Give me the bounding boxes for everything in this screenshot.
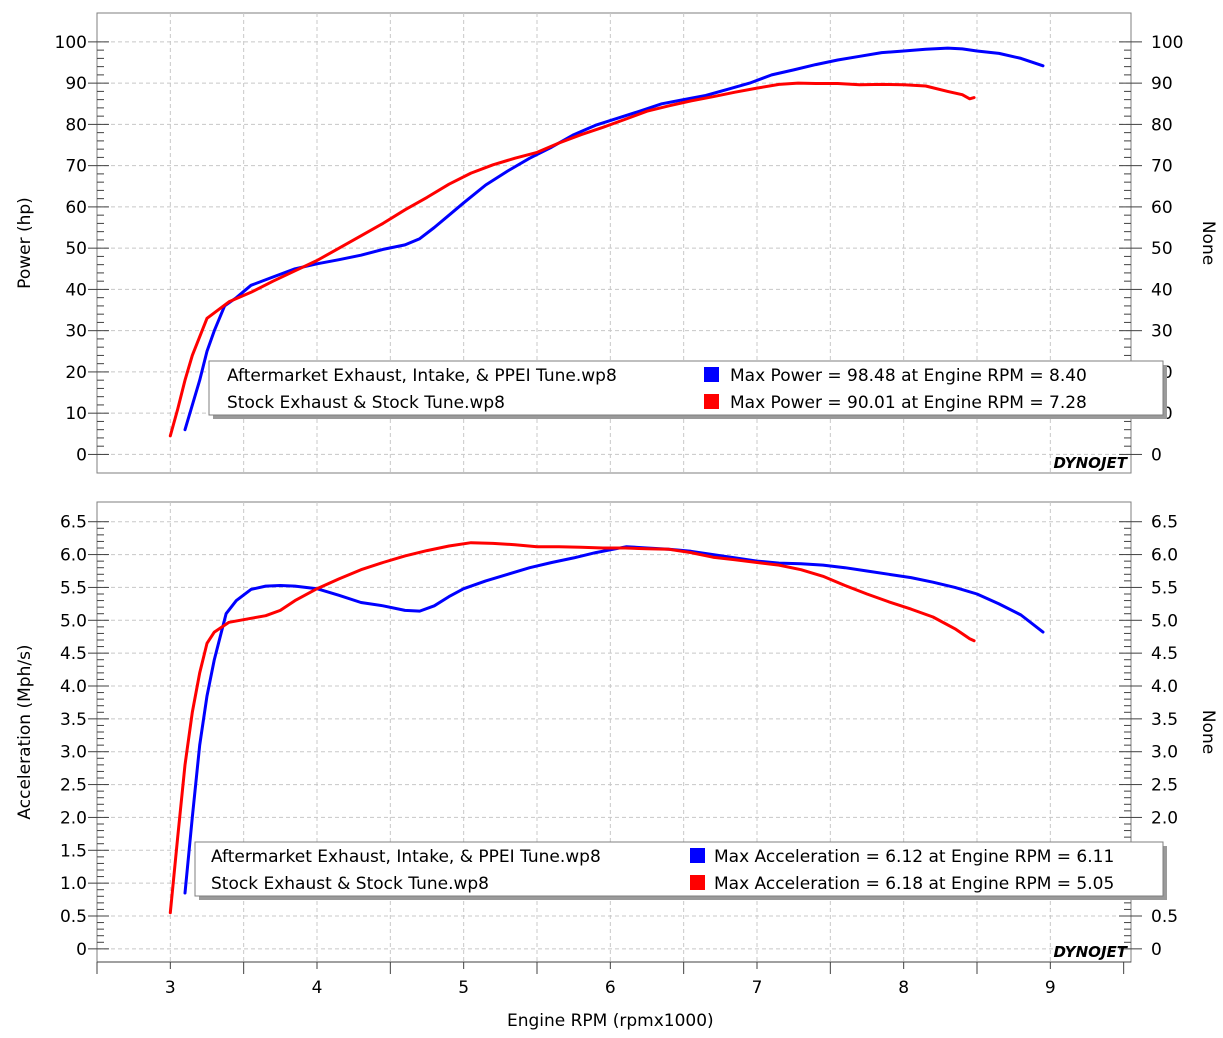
dynojet-logo: DYNOJET (1053, 454, 1128, 472)
legend-swatch (704, 394, 719, 409)
y-tick-label-right: 90 (1151, 74, 1173, 94)
y-axis-title-right: None (1198, 710, 1218, 754)
y-tick-label: 4.0 (60, 677, 87, 697)
acceleration-chart: 0 0.5 1.0 1.5 2.0 2.5 3.0 3.5 4.0 4.5 5.0 5.5 6.0 6.5… (15, 501, 1218, 1031)
power-chart: 0102030405060708090100010203040506070809… (15, 12, 1218, 474)
y-tick-label: 40 (65, 280, 87, 300)
y-tick-label-right: 5.0 (1151, 611, 1178, 631)
x-tick-label: 5 (458, 978, 469, 998)
y-tick-label-right: 2.0 (1151, 808, 1178, 828)
legend-box (194, 841, 1164, 897)
y-axis-title: Power (hp) (15, 197, 35, 289)
y-tick-label: 0 (76, 940, 87, 960)
legend-entry-name: Stock Exhaust & Stock Tune.wp8 (227, 393, 505, 413)
y-tick-label-right: 2.5 (1151, 776, 1178, 796)
legend-entry-stat: Max Power = 90.01 at Engine RPM = 7.28 (730, 393, 1087, 413)
y-tick-label: 1.5 (60, 841, 87, 861)
y-tick-label-right: 70 (1151, 157, 1173, 177)
y-tick-label: 90 (65, 74, 87, 94)
y-tick-label-right: 60 (1151, 198, 1173, 218)
y-tick-label: 4.5 (60, 644, 87, 664)
y-tick-label: 6.5 (60, 513, 87, 533)
legend: Aftermarket Exhaust, Intake, & PPEI Tune… (208, 360, 1167, 419)
y-tick-label-right: 30 (1151, 322, 1173, 342)
y-tick-label-right: 6.0 (1151, 546, 1178, 566)
y-tick-label: 2.5 (60, 776, 87, 796)
y-axis-title-right: None (1198, 221, 1218, 265)
y-tick-label: 50 (65, 239, 87, 259)
y-axis-title: Acceleration (Mph/s) (15, 644, 35, 819)
legend-entry-stat: Max Acceleration = 6.18 at Engine RPM = … (714, 874, 1114, 894)
x-axis: 3 4 5 6 7 8 9 Engine RPM (rpmx1000) (96, 961, 1131, 1031)
y-tick-label-right: 40 (1151, 280, 1173, 300)
y-ticks (97, 41, 1131, 455)
y-tick-label-right: 4.0 (1151, 677, 1178, 697)
y-tick-label-right: 5.5 (1151, 578, 1178, 598)
series-line-stock (168, 81, 976, 438)
legend-swatch (704, 367, 719, 382)
x-tick-label: 6 (605, 978, 616, 998)
y-tick-label: 5.0 (60, 611, 87, 631)
y-tick-label: 30 (65, 322, 87, 342)
y-tick-label-right: 0 (1151, 445, 1162, 465)
series-line-aftermarket (183, 46, 1045, 432)
y-tick-label: 1.0 (60, 874, 87, 894)
x-tick-label: 8 (898, 978, 909, 998)
y-tick-label: 6.0 (60, 546, 87, 566)
y-tick-label: 0 (76, 445, 87, 465)
x-axis-title: Engine RPM (rpmx1000) (507, 1011, 714, 1031)
x-tick-label: 3 (165, 978, 176, 998)
legend-entry-name: Stock Exhaust & Stock Tune.wp8 (211, 874, 489, 894)
y-tick-label-right: 80 (1151, 115, 1173, 135)
y-tick-label-right: 50 (1151, 239, 1173, 259)
y-tick-label-right: 3.5 (1151, 710, 1178, 730)
legend-swatch (690, 875, 705, 890)
y-tick-label: 70 (65, 157, 87, 177)
y-tick-label: 100 (55, 33, 87, 53)
y-ticks (97, 521, 1131, 950)
y-tick-label-right: 100 (1151, 33, 1183, 53)
x-tick-label: 7 (752, 978, 763, 998)
y-tick-label: 60 (65, 198, 87, 218)
legend-box (208, 360, 1164, 416)
y-tick-label: 3.5 (60, 710, 87, 730)
legend-entry-stat: Max Power = 98.48 at Engine RPM = 8.40 (730, 366, 1087, 386)
series-line-stock (168, 541, 976, 915)
y-tick-label: 10 (65, 404, 87, 424)
legend-entry-name: Aftermarket Exhaust, Intake, & PPEI Tune… (227, 366, 617, 386)
legend-swatch (690, 848, 705, 863)
y-tick-label-right: 6.5 (1151, 513, 1178, 533)
y-tick-label: 5.5 (60, 578, 87, 598)
dynojet-logo: DYNOJET (1053, 943, 1128, 961)
x-tick-label: 4 (312, 978, 323, 998)
legend: Aftermarket Exhaust, Intake, & PPEI Tune… (194, 841, 1167, 900)
legend-entry-name: Aftermarket Exhaust, Intake, & PPEI Tune… (211, 847, 601, 867)
series-line-aftermarket (183, 545, 1045, 895)
y-tick-label: 3.0 (60, 743, 87, 763)
legend-entry-stat: Max Acceleration = 6.12 at Engine RPM = … (714, 847, 1114, 867)
y-tick-label: 80 (65, 115, 87, 135)
y-tick-label-right: 4.5 (1151, 644, 1178, 664)
x-tick-label: 9 (1045, 978, 1056, 998)
y-tick-label: 0.5 (60, 907, 87, 927)
y-tick-label: 20 (65, 363, 87, 383)
y-tick-label-right: 0.5 (1151, 907, 1178, 927)
y-tick-label-right: 3.0 (1151, 743, 1178, 763)
y-tick-label-right: 0 (1151, 940, 1162, 960)
y-tick-label: 2.0 (60, 808, 87, 828)
